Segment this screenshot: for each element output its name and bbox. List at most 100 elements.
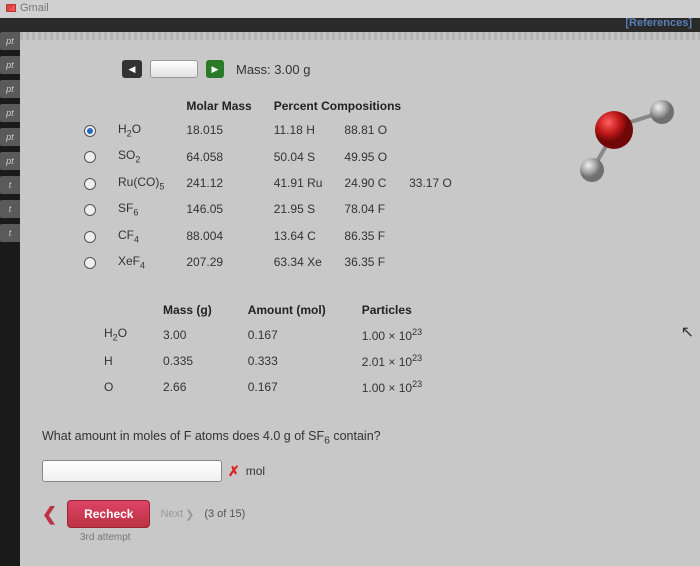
compound-radio[interactable] — [84, 204, 96, 216]
mass-play-button[interactable]: ▶ — [206, 60, 224, 78]
mass-back-button[interactable]: ◀ — [122, 60, 142, 78]
molar-mass-value: 88.004 — [176, 224, 261, 248]
compound-radio[interactable] — [84, 151, 96, 163]
particles-value: 1.00 × 1023 — [352, 322, 446, 346]
compound-radio[interactable] — [84, 125, 96, 137]
percent-2: 78.04 F — [334, 197, 397, 221]
next-button[interactable]: Next ❯ — [160, 508, 194, 521]
mass-value: 0.335 — [153, 349, 236, 373]
side-tab-6[interactable]: t — [0, 176, 20, 194]
gmail-icon — [6, 4, 16, 12]
species-header — [94, 300, 151, 320]
references-link[interactable]: [References] — [625, 17, 692, 29]
problem-panel: ◀ ▶ Mass: 3.00 g Molar Mass Percent Comp… — [20, 32, 700, 566]
percent-2: 36.35 F — [334, 250, 397, 274]
compound-formula: Ru(CO)5 — [108, 171, 174, 195]
side-tab-2[interactable]: pt — [0, 80, 20, 98]
side-tab-1[interactable]: pt — [0, 56, 20, 74]
header-strip: [References] — [0, 18, 700, 32]
compound-formula: XeF4 — [108, 250, 174, 274]
molar-mass-header: Molar Mass — [176, 96, 261, 116]
percent-3 — [399, 197, 462, 221]
compound-radio[interactable] — [84, 231, 96, 243]
compound-radio[interactable] — [84, 257, 96, 269]
answer-input[interactable] — [42, 460, 222, 482]
compound-formula: H2O — [108, 118, 174, 142]
percent-1: 21.95 S — [264, 197, 333, 221]
compound-formula: SF6 — [108, 197, 174, 221]
particles-header: Particles — [352, 300, 446, 320]
compound-table: Molar Mass Percent Compositions H2O18.01… — [72, 94, 464, 276]
compound-formula: CF4 — [108, 224, 174, 248]
mol-value: 0.333 — [238, 349, 350, 373]
mass-label: Mass: 3.00 g — [236, 62, 310, 77]
mol-value: 0.167 — [238, 375, 350, 399]
side-tab-7[interactable]: t — [0, 200, 20, 218]
compound-row[interactable]: H2O18.01511.18 H88.81 O — [74, 118, 462, 142]
result-row: H0.3350.3332.01 × 1023 — [94, 349, 446, 373]
recheck-button[interactable]: Recheck — [67, 500, 150, 528]
compound-radio[interactable] — [84, 178, 96, 190]
compound-row[interactable]: SF6146.0521.95 S78.04 F — [74, 197, 462, 221]
side-tab-8[interactable]: t — [0, 224, 20, 242]
question-text: What amount in moles of F atoms does 4.0… — [42, 429, 678, 447]
compound-formula: SO2 — [108, 144, 174, 168]
mol-value: 0.167 — [238, 322, 350, 346]
compound-row[interactable]: Ru(CO)5241.1241.91 Ru24.90 C33.17 O — [74, 171, 462, 195]
percent-1: 41.91 Ru — [264, 171, 333, 195]
compound-row[interactable]: XeF4207.2963.34 Xe36.35 F — [74, 250, 462, 274]
amount-mol-header: Amount (mol) — [238, 300, 350, 320]
percent-2: 49.95 O — [334, 144, 397, 168]
results-table: Mass (g) Amount (mol) Particles H2O3.000… — [92, 298, 448, 400]
percent-3 — [399, 224, 462, 248]
percent-3 — [399, 250, 462, 274]
next-chevron-icon: ❯ — [185, 508, 194, 521]
percent-2: 88.81 O — [334, 118, 397, 142]
molar-mass-value: 241.12 — [176, 171, 261, 195]
prev-chevron-icon[interactable]: ❮ — [42, 504, 57, 525]
left-tabs: ptptptptptptttt — [0, 32, 20, 566]
percent-2: 24.90 C — [334, 171, 397, 195]
percent-comp-header: Percent Compositions — [264, 96, 462, 116]
side-tab-0[interactable]: pt — [0, 32, 20, 50]
percent-2: 86.35 F — [334, 224, 397, 248]
molecule-diagram — [570, 92, 680, 187]
mass-display[interactable] — [150, 60, 198, 78]
mass-g-header: Mass (g) — [153, 300, 236, 320]
answer-unit: mol — [246, 464, 265, 478]
percent-3 — [399, 144, 462, 168]
mass-control-row: ◀ ▶ Mass: 3.00 g — [122, 60, 678, 78]
side-tab-4[interactable]: pt — [0, 128, 20, 146]
mass-value: 3.00 — [153, 322, 236, 346]
compound-row[interactable]: CF488.00413.64 C86.35 F — [74, 224, 462, 248]
next-label: Next — [160, 508, 183, 520]
species-label: O — [94, 375, 151, 399]
cursor-icon: ↖ — [681, 322, 694, 342]
molar-mass-value: 146.05 — [176, 197, 261, 221]
molar-mass-value: 64.058 — [176, 144, 261, 168]
particles-value: 1.00 × 1023 — [352, 375, 446, 399]
mass-value: 2.66 — [153, 375, 236, 399]
side-tab-5[interactable]: pt — [0, 152, 20, 170]
attempt-label: 3rd attempt — [80, 532, 678, 543]
compound-row[interactable]: SO264.05850.04 S49.95 O — [74, 144, 462, 168]
species-label: H — [94, 349, 151, 373]
browser-tab-bar: Gmail — [0, 0, 700, 18]
answer-row: ✗ mol — [42, 460, 678, 482]
gmail-label: Gmail — [20, 2, 49, 14]
result-row: O2.660.1671.00 × 1023 — [94, 375, 446, 399]
percent-1: 13.64 C — [264, 224, 333, 248]
percent-1: 50.04 S — [264, 144, 333, 168]
molar-mass-value: 207.29 — [176, 250, 261, 274]
molar-mass-value: 18.015 — [176, 118, 261, 142]
nav-row: ❮ Recheck Next ❯ (3 of 15) — [42, 500, 678, 528]
particles-value: 2.01 × 1023 — [352, 349, 446, 373]
progress-label: (3 of 15) — [204, 508, 245, 520]
percent-1: 63.34 Xe — [264, 250, 333, 274]
side-tab-3[interactable]: pt — [0, 104, 20, 122]
gmail-tab[interactable]: Gmail — [6, 2, 49, 14]
percent-1: 11.18 H — [264, 118, 333, 142]
percent-3 — [399, 118, 462, 142]
incorrect-icon: ✗ — [228, 463, 240, 480]
result-row: H2O3.000.1671.00 × 1023 — [94, 322, 446, 346]
